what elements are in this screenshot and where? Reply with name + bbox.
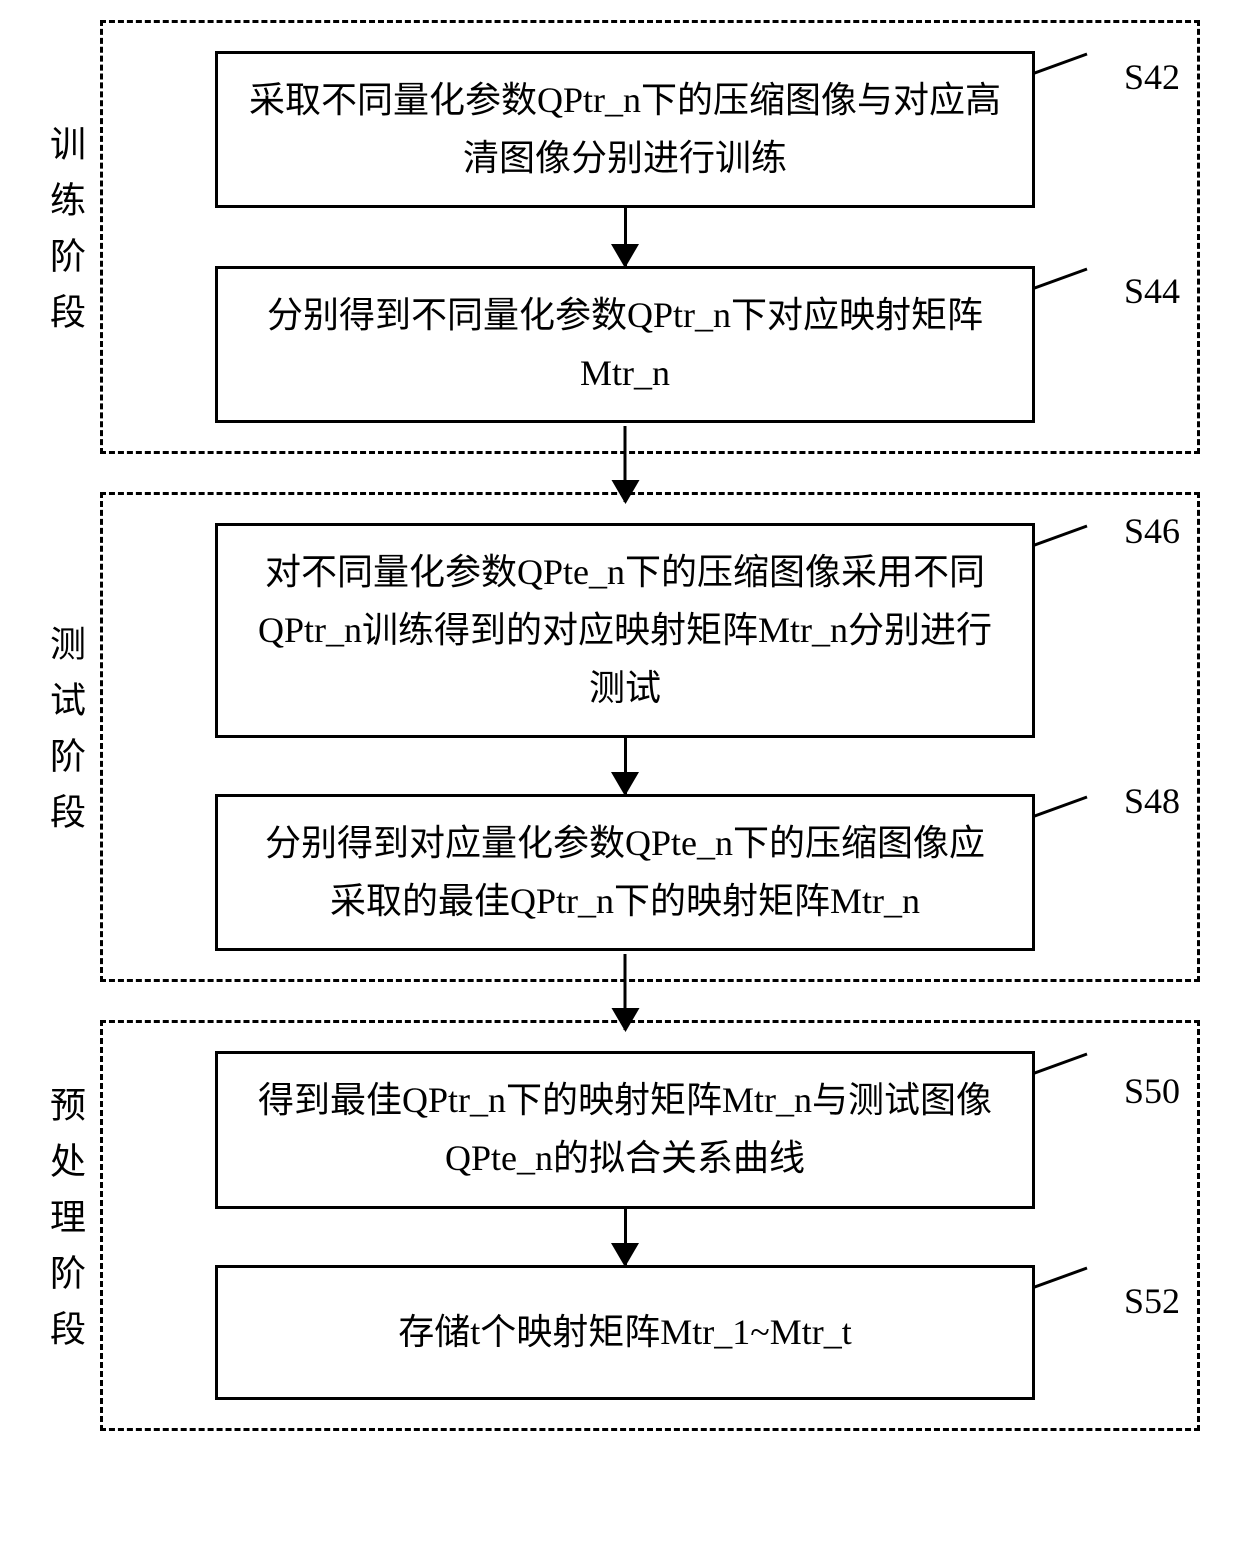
arrow-s42-s44 <box>624 208 627 266</box>
step-label-s44: S44 <box>1124 270 1180 312</box>
arrow-s44-s46 <box>624 426 627 502</box>
step-s48-text: 分别得到对应量化参数QPte_n下的压缩图像应采取的最佳QPtr_n下的映射矩阵… <box>265 823 985 921</box>
phase-label-testing: 测试阶段 <box>40 492 90 982</box>
step-s50: 得到最佳QPtr_n下的映射矩阵Mtr_n与测试图像QPte_n的拟合关系曲线 <box>215 1051 1035 1208</box>
phase-box-testing: 对不同量化参数QPte_n下的压缩图像采用不同QPtr_n训练得到的对应映射矩阵… <box>100 492 1200 982</box>
flowchart-diagram: 训练阶段 采取不同量化参数QPtr_n下的压缩图像与对应高清图像分别进行训练 分… <box>0 20 1240 1431</box>
step-s48: 分别得到对应量化参数QPte_n下的压缩图像应采取的最佳QPtr_n下的映射矩阵… <box>215 794 1035 951</box>
step-label-s48: S48 <box>1124 780 1180 822</box>
step-s44: 分别得到不同量化参数QPtr_n下对应映射矩阵Mtr_n <box>215 266 1035 423</box>
phase-testing: 测试阶段 对不同量化参数QPte_n下的压缩图像采用不同QPtr_n训练得到的对… <box>40 492 1200 982</box>
step-s46-text: 对不同量化参数QPte_n下的压缩图像采用不同QPtr_n训练得到的对应映射矩阵… <box>258 552 992 707</box>
step-label-s46: S46 <box>1124 510 1180 552</box>
step-s44-text: 分别得到不同量化参数QPtr_n下对应映射矩阵Mtr_n <box>267 295 983 393</box>
step-s52: 存储t个映射矩阵Mtr_1~Mtr_t <box>215 1265 1035 1401</box>
step-label-s52: S52 <box>1124 1280 1180 1322</box>
arrow-s48-s50 <box>624 954 627 1030</box>
step-s46: 对不同量化参数QPte_n下的压缩图像采用不同QPtr_n训练得到的对应映射矩阵… <box>215 523 1035 738</box>
step-label-s50: S50 <box>1124 1070 1180 1112</box>
phase-box-training: 采取不同量化参数QPtr_n下的压缩图像与对应高清图像分别进行训练 分别得到不同… <box>100 20 1200 454</box>
step-label-s42: S42 <box>1124 56 1180 98</box>
arrow-s46-s48 <box>624 738 627 794</box>
phase-training: 训练阶段 采取不同量化参数QPtr_n下的压缩图像与对应高清图像分别进行训练 分… <box>40 20 1200 454</box>
step-s42: 采取不同量化参数QPtr_n下的压缩图像与对应高清图像分别进行训练 <box>215 51 1035 208</box>
phase-label-training: 训练阶段 <box>40 20 90 454</box>
phase-box-preprocessing: 得到最佳QPtr_n下的映射矩阵Mtr_n与测试图像QPte_n的拟合关系曲线 … <box>100 1020 1200 1431</box>
phase-label-preprocessing: 预处理阶段 <box>40 1020 90 1431</box>
step-s50-text: 得到最佳QPtr_n下的映射矩阵Mtr_n与测试图像QPte_n的拟合关系曲线 <box>258 1080 992 1178</box>
phase-preprocessing: 预处理阶段 得到最佳QPtr_n下的映射矩阵Mtr_n与测试图像QPte_n的拟… <box>40 1020 1200 1431</box>
arrow-s50-s52 <box>624 1209 627 1265</box>
step-s52-text: 存储t个映射矩阵Mtr_1~Mtr_t <box>398 1312 851 1352</box>
step-s42-text: 采取不同量化参数QPtr_n下的压缩图像与对应高清图像分别进行训练 <box>249 80 1001 178</box>
